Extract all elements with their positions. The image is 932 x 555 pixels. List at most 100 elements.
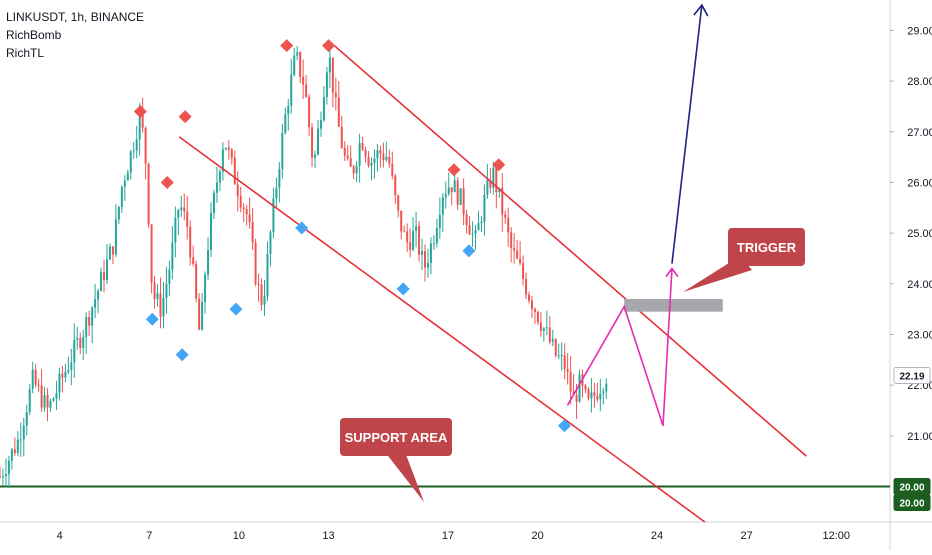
candle-body [168, 269, 171, 284]
candle-body [43, 395, 46, 408]
candle-body [108, 246, 111, 260]
candle-body [587, 389, 590, 399]
sell-signal-marker [447, 163, 461, 177]
candle-body [322, 96, 325, 121]
candle-body [52, 398, 55, 401]
y-tick-label: 28.00 [907, 76, 932, 88]
candle-body [147, 163, 150, 225]
candle-body [287, 105, 290, 115]
candle-body [49, 400, 52, 408]
current-price-tag-text: 22.19 [899, 372, 924, 383]
candle-body [373, 158, 376, 163]
candle-body [260, 284, 263, 305]
candle-body [545, 327, 548, 329]
x-tick-label: 12:00 [822, 530, 850, 542]
candle-body [391, 163, 394, 176]
channel-upper-line [327, 39, 807, 457]
candle-body [221, 149, 224, 172]
callouts-layer: SUPPORT AREA TRIGGER [340, 228, 805, 502]
sell-signal-marker [178, 110, 192, 124]
candle-body [275, 187, 278, 199]
candle-body [507, 217, 510, 233]
candle-body [215, 182, 218, 193]
projection-arrowhead [665, 267, 679, 278]
candle-body [91, 307, 94, 326]
candle-body [435, 228, 438, 244]
candle-body [456, 180, 459, 205]
channel-layer [178, 39, 807, 523]
candle-body [281, 133, 284, 170]
candle-body [495, 167, 498, 192]
y-tick-label: 25.00 [907, 228, 932, 240]
candle-body [293, 55, 296, 75]
indicator-richbomb[interactable]: RichBomb [6, 28, 62, 42]
candle-body [171, 242, 174, 270]
candle-body [516, 250, 519, 259]
candle-body [605, 383, 608, 392]
candle-body [364, 149, 367, 157]
candle-body [40, 385, 43, 408]
candle-body [97, 290, 100, 300]
candle-body [370, 162, 373, 166]
candle-body [325, 72, 328, 97]
candle-body [67, 369, 70, 372]
candle-body [489, 179, 492, 188]
candle-body [153, 282, 156, 300]
candle-body [233, 157, 236, 185]
candle-body [400, 210, 403, 232]
candle-body [16, 439, 19, 454]
candle-body [189, 226, 192, 258]
candle-body [465, 214, 468, 226]
candle-body [412, 230, 415, 250]
candle-body [447, 187, 450, 195]
candle-body [385, 156, 388, 160]
candle-body [156, 293, 159, 300]
candle-body [409, 242, 412, 250]
candle-body [13, 449, 16, 454]
support-price-tag-2: 20.00 [893, 494, 931, 512]
indicator-richtl[interactable]: RichTL [6, 46, 45, 60]
candle-body [536, 311, 539, 323]
candle-body [403, 231, 406, 233]
price-axis: 21.0022.0023.0024.0025.0026.0027.0028.00… [889, 0, 932, 550]
trigger-zone-box [624, 299, 723, 312]
candle-body [299, 52, 302, 77]
candle-body [468, 225, 471, 235]
projection-path [566, 268, 673, 426]
buy-signal-marker [229, 302, 243, 316]
candle-body [174, 217, 177, 243]
support-area-callout-box [340, 418, 452, 456]
support-price-tag-2-text: 20.00 [899, 499, 924, 510]
candle-body [429, 243, 432, 264]
candle-body [201, 302, 204, 330]
candle-body [272, 198, 275, 233]
candle-body [462, 188, 465, 215]
candle-body [331, 57, 334, 93]
candle-body [397, 195, 400, 211]
candle-body [584, 385, 587, 390]
candle-body [159, 293, 162, 317]
candle-body [557, 355, 560, 357]
candle-body [548, 327, 551, 342]
candle-body [1, 476, 4, 478]
candle-body [254, 242, 257, 284]
candle-body [394, 175, 397, 196]
candle-body [224, 147, 227, 150]
candle-body [501, 187, 504, 215]
x-tick-label: 17 [442, 530, 454, 542]
candle-body [37, 384, 40, 386]
candle-body [352, 166, 355, 174]
candle-body [248, 214, 251, 223]
candle-body [296, 52, 299, 56]
y-tick-label: 23.00 [907, 329, 932, 341]
x-tick-label: 27 [741, 530, 753, 542]
buy-signal-marker [396, 282, 410, 296]
candle-body [471, 233, 474, 235]
symbol-title[interactable]: LINKUSDT, 1h, BINANCE [6, 10, 145, 24]
candle-body [483, 194, 486, 222]
support-area-callout-text: SUPPORT AREA [345, 430, 448, 445]
candle-body [554, 339, 557, 356]
support-price-tag-text: 20.00 [899, 483, 924, 494]
